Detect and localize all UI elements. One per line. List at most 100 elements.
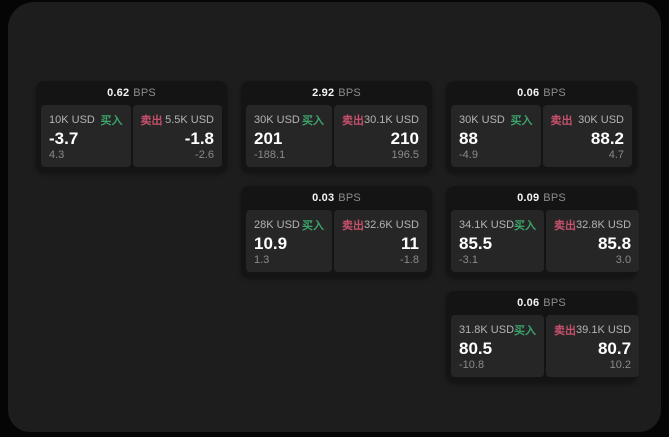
sell-pane-top: 卖出 32.8K USD: [554, 217, 631, 233]
buy-pane[interactable]: 30K USD 买入 88 -4.9: [451, 105, 541, 167]
bps-header: 0.06 BPS: [451, 81, 632, 105]
buy-badge[interactable]: 买入: [100, 115, 123, 127]
sell-price: 11: [401, 234, 419, 253]
buy-pane[interactable]: 31.8K USD 买入 80.5 -10.8: [451, 315, 545, 377]
sell-price: 80.7: [597, 339, 632, 358]
quote-card: 0.06 BPS 31.8K USD 买入 80.5 -10.8 卖: [446, 291, 640, 382]
sell-amount: 39.1K USD: [576, 324, 632, 336]
buy-amount: 10K USD: [49, 114, 95, 126]
sell-change: -2.6: [195, 149, 214, 161]
buy-amount: 30K USD: [459, 114, 505, 126]
sell-pane-top: 卖出 30K USD: [551, 112, 625, 128]
bps-header: 0.06 BPS: [451, 291, 632, 315]
bps-value: 0.09: [517, 192, 540, 204]
bps-unit: BPS: [543, 297, 566, 309]
main-panel: 0.62 BPS 10K USD 买入 -3.7 4.3 卖出: [8, 2, 661, 432]
sell-pane-top: 卖出 30.1K USD: [342, 112, 419, 128]
sell-badge[interactable]: 卖出: [341, 220, 364, 232]
sell-amount: 30K USD: [578, 114, 624, 126]
sell-amount: 5.5K USD: [165, 114, 214, 126]
buy-price: 80.5: [459, 339, 493, 358]
sell-pane[interactable]: 卖出 39.1K USD 80.7 10.2: [546, 315, 640, 377]
sell-pane-top: 卖出 32.6K USD: [342, 217, 419, 233]
buy-amount: 31.8K USD: [459, 324, 515, 336]
sell-pane[interactable]: 卖出 32.8K USD 85.8 3.0: [546, 210, 640, 272]
bps-unit: BPS: [338, 87, 361, 99]
quote-cards-grid: 0.62 BPS 10K USD 买入 -3.7 4.3 卖出: [36, 81, 640, 382]
buy-change: -3.1: [459, 254, 478, 266]
buy-pane-top: 31.8K USD 买入: [459, 322, 536, 338]
buy-pane[interactable]: 34.1K USD 买入 85.5 -3.1: [451, 210, 545, 272]
sell-pane-top: 卖出 5.5K USD: [141, 112, 215, 128]
sell-pane[interactable]: 卖出 30.1K USD 210 196.5: [333, 105, 427, 167]
bps-unit: BPS: [543, 87, 566, 99]
sell-pane[interactable]: 卖出 32.6K USD 11 -1.8: [333, 210, 427, 272]
buy-pane-top: 30K USD 买入: [459, 112, 533, 128]
quote-card: 0.03 BPS 28K USD 买入 10.9 1.3 卖出: [241, 186, 432, 277]
sell-badge[interactable]: 卖出: [341, 115, 364, 127]
buy-pane-top: 34.1K USD 买入: [459, 217, 536, 233]
sell-badge[interactable]: 卖出: [554, 220, 577, 232]
buy-badge[interactable]: 买入: [514, 220, 537, 232]
buy-price: 201: [254, 129, 283, 148]
sell-badge[interactable]: 卖出: [140, 115, 163, 127]
bps-unit: BPS: [338, 192, 361, 204]
buy-pane-top: 30K USD 买入: [254, 112, 324, 128]
sell-change: 10.2: [609, 359, 632, 371]
sell-change: 196.5: [391, 149, 419, 161]
sell-amount: 30.1K USD: [363, 114, 419, 126]
buy-amount: 28K USD: [254, 219, 300, 231]
buy-pane[interactable]: 28K USD 买入 10.9 1.3: [246, 210, 332, 272]
sell-pane-top: 卖出 39.1K USD: [554, 322, 631, 338]
buy-amount: 30K USD: [254, 114, 300, 126]
sell-change: -1.8: [400, 254, 419, 266]
buy-pane[interactable]: 30K USD 买入 201 -188.1: [246, 105, 332, 167]
card-body: 28K USD 买入 10.9 1.3 卖出 32.6K USD 11 -1.8: [246, 210, 427, 272]
buy-change: 4.3: [49, 149, 65, 161]
bps-value: 0.06: [517, 87, 540, 99]
sell-badge[interactable]: 卖出: [550, 115, 573, 127]
buy-change: -4.9: [459, 149, 478, 161]
bps-value: 0.03: [312, 192, 335, 204]
bps-value: 0.62: [107, 87, 130, 99]
buy-price: -3.7: [49, 129, 79, 148]
card-body: 31.8K USD 买入 80.5 -10.8 卖出 39.1K USD 80.…: [451, 315, 640, 377]
bps-value: 2.92: [312, 87, 335, 99]
buy-change: -10.8: [459, 359, 485, 371]
card-body: 30K USD 买入 201 -188.1 卖出 30.1K USD 210 1…: [246, 105, 427, 167]
bps-header: 0.62 BPS: [41, 81, 222, 105]
bps-header: 0.03 BPS: [246, 186, 427, 210]
sell-price: 85.8: [597, 234, 632, 253]
bps-value: 0.06: [517, 297, 540, 309]
buy-amount: 34.1K USD: [459, 219, 515, 231]
sell-change: 4.7: [608, 149, 624, 161]
buy-price: 85.5: [459, 234, 493, 253]
buy-pane-top: 28K USD 买入: [254, 217, 324, 233]
sell-change: 3.0: [615, 254, 632, 266]
card-body: 30K USD 买入 88 -4.9 卖出 30K USD 88.2 4.7: [451, 105, 632, 167]
quote-card: 0.06 BPS 30K USD 买入 88 -4.9 卖出: [446, 81, 637, 172]
buy-badge[interactable]: 买入: [301, 220, 324, 232]
bps-unit: BPS: [543, 192, 566, 204]
card-body: 10K USD 买入 -3.7 4.3 卖出 5.5K USD -1.8 -2.…: [41, 105, 222, 167]
quote-card: 2.92 BPS 30K USD 买入 201 -188.1 卖出: [241, 81, 432, 172]
sell-badge[interactable]: 卖出: [554, 325, 577, 337]
bps-header: 0.09 BPS: [451, 186, 632, 210]
buy-pane[interactable]: 10K USD 买入 -3.7 4.3: [41, 105, 131, 167]
buy-badge[interactable]: 买入: [510, 115, 533, 127]
card-body: 34.1K USD 买入 85.5 -3.1 卖出 32.8K USD 85.8…: [451, 210, 640, 272]
buy-change: 1.3: [254, 254, 270, 266]
sell-price: -1.8: [184, 129, 214, 148]
sell-amount: 32.6K USD: [363, 219, 419, 231]
sell-price: 210: [390, 129, 419, 148]
buy-badge[interactable]: 买入: [514, 325, 537, 337]
sell-price: 88.2: [590, 129, 624, 148]
quote-card: 0.09 BPS 34.1K USD 买入 85.5 -3.1 卖出: [446, 186, 640, 277]
buy-price: 10.9: [254, 234, 288, 253]
sell-pane[interactable]: 卖出 30K USD 88.2 4.7: [542, 105, 632, 167]
buy-pane-top: 10K USD 买入: [49, 112, 123, 128]
buy-price: 88: [459, 129, 478, 148]
sell-pane[interactable]: 卖出 5.5K USD -1.8 -2.6: [132, 105, 222, 167]
buy-badge[interactable]: 买入: [301, 115, 324, 127]
